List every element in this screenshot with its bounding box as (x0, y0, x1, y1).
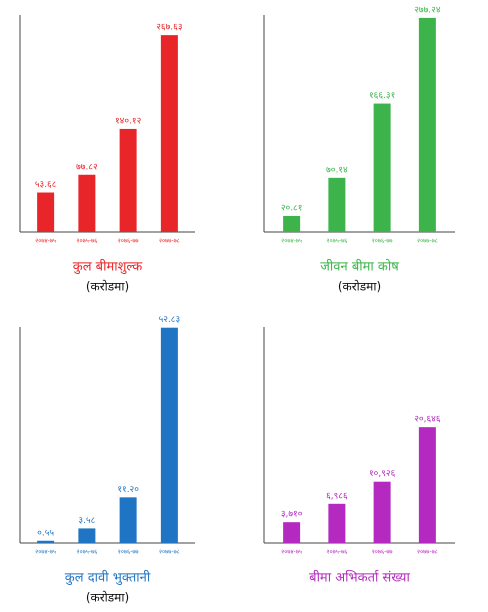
bar (328, 177, 346, 232)
value-label: २७७.२४ (414, 5, 441, 15)
x-tick-label: २०७५-७६ (76, 238, 97, 245)
value-label: १४०.१२ (115, 116, 142, 126)
value-label: ३.५८ (78, 516, 95, 526)
x-tick-label: २०७६-७७ (372, 238, 393, 245)
bar (418, 17, 436, 233)
x-tick-label: २०७६-७७ (118, 238, 139, 245)
value-label: ०.५५ (37, 528, 54, 538)
bar (418, 427, 436, 543)
chart-subtitle: (करोडमा) (86, 280, 129, 294)
value-label: ७०.१४ (326, 165, 348, 175)
value-label: २०,६४६ (414, 415, 441, 425)
bar (160, 327, 178, 543)
bar (37, 540, 55, 543)
value-label: २६७.६३ (156, 23, 182, 33)
value-label: ६,९८६ (326, 491, 348, 501)
x-tick-label: २०७६-७७ (118, 549, 139, 556)
bar (78, 174, 96, 232)
x-tick-label: २०७७-७८ (159, 549, 180, 556)
bar (283, 522, 301, 543)
x-tick-label: २०७४-७५ (35, 238, 56, 245)
x-tick-label: २०७४-७५ (35, 549, 56, 556)
chart-title: कुल बीमाशुल्क (73, 259, 144, 275)
x-tick-label: २०७७-७८ (417, 549, 438, 556)
bar (373, 103, 391, 232)
value-label: २०.८१ (281, 203, 303, 213)
bar (160, 35, 178, 233)
chart-title: कुल दावी भुक्तानी (65, 570, 151, 586)
bar (373, 481, 391, 543)
x-tick-label: २०७६-७७ (372, 549, 393, 556)
bar (119, 497, 137, 543)
bar (283, 215, 301, 232)
x-tick-label: २०७५-७६ (76, 549, 97, 556)
x-tick-label: २०७७-७८ (159, 238, 180, 245)
value-label: ५३.६८ (35, 180, 57, 190)
chart-title: बीमा अभिकर्ता संख्या (309, 570, 410, 586)
chart-subtitle: (करोडमा) (338, 280, 381, 294)
value-label: ५२.८३ (159, 315, 181, 325)
value-label: ७७.८२ (76, 162, 98, 172)
x-tick-label: २०७५-७६ (326, 238, 347, 245)
chart-title: जीवन बीमा कोष (320, 259, 399, 275)
value-label: ११.२० (117, 485, 139, 495)
bar (37, 192, 55, 232)
x-tick-label: २०७४-७५ (281, 549, 302, 556)
x-tick-label: २०७४-७५ (281, 238, 302, 245)
value-label: १६६.३१ (369, 91, 395, 101)
x-tick-label: २०७५-७६ (326, 549, 347, 556)
chart-subtitle: (करोडमा) (86, 591, 129, 605)
value-label: १०,९२६ (369, 469, 396, 479)
bar (78, 528, 96, 543)
bar (328, 503, 346, 543)
value-label: ३,७१० (281, 510, 303, 520)
x-tick-label: २०७७-७८ (417, 238, 438, 245)
bar (119, 128, 137, 232)
